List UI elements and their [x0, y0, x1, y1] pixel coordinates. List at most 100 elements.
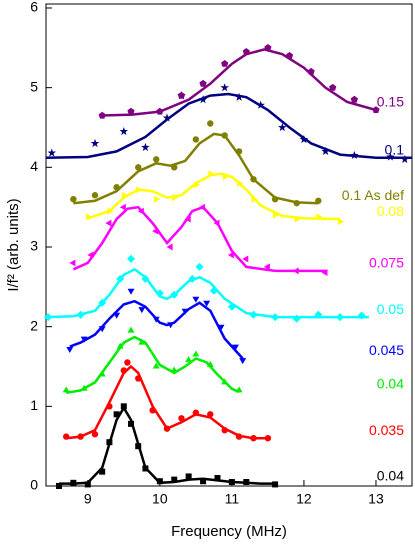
- point: [235, 386, 243, 393]
- point: [113, 184, 120, 191]
- y-axis-label: I/f² (arb. units): [5, 198, 22, 291]
- point: [250, 176, 257, 183]
- point: [242, 255, 249, 263]
- point: [135, 375, 142, 382]
- point: [199, 203, 206, 211]
- point: [372, 106, 380, 113]
- point: [91, 431, 99, 438]
- point: [149, 407, 156, 414]
- point: [136, 186, 143, 194]
- point: [62, 386, 70, 393]
- point: [127, 326, 135, 333]
- point: [137, 207, 144, 215]
- y-tick-label: 0: [30, 477, 38, 493]
- point: [163, 425, 171, 432]
- point: [84, 481, 91, 488]
- point: [232, 344, 239, 351]
- point: [221, 60, 229, 67]
- point: [155, 289, 164, 298]
- point: [386, 152, 395, 161]
- point: [162, 113, 172, 122]
- point: [98, 111, 106, 119]
- series-label: 0.15: [377, 94, 404, 110]
- point: [235, 148, 243, 155]
- point: [338, 218, 344, 225]
- fit-line: [87, 172, 341, 221]
- point: [98, 326, 106, 333]
- point: [350, 95, 358, 103]
- point: [124, 359, 131, 366]
- point: [120, 367, 128, 374]
- point: [128, 420, 135, 427]
- point: [106, 403, 113, 410]
- point: [209, 286, 218, 295]
- point: [153, 156, 160, 163]
- point: [227, 251, 234, 259]
- point: [105, 219, 112, 227]
- y-tick-label: 3: [30, 238, 38, 254]
- point: [91, 192, 99, 199]
- point: [213, 219, 220, 227]
- fit-line: [65, 335, 240, 395]
- point: [208, 170, 215, 178]
- fit-line: [44, 267, 369, 319]
- point: [321, 146, 330, 155]
- x-tick-label: 12: [296, 491, 312, 507]
- series-label: 0.05: [377, 301, 404, 317]
- point: [200, 478, 207, 485]
- point: [152, 316, 160, 323]
- point: [55, 483, 62, 489]
- point: [70, 195, 77, 203]
- point: [251, 195, 258, 203]
- point: [184, 215, 191, 223]
- y-tick-label: 1: [30, 397, 38, 413]
- point: [99, 468, 106, 475]
- point: [156, 478, 163, 485]
- point: [154, 195, 161, 203]
- point: [264, 434, 272, 442]
- point: [170, 290, 179, 299]
- point: [249, 310, 258, 319]
- x-tick-label: 13: [368, 491, 384, 507]
- point: [107, 207, 114, 215]
- fit-line: [72, 205, 326, 273]
- point: [138, 307, 146, 314]
- point: [192, 350, 200, 357]
- point: [278, 123, 287, 132]
- point: [192, 136, 200, 143]
- point: [192, 296, 200, 303]
- point: [98, 298, 107, 307]
- point: [235, 433, 243, 440]
- point: [221, 378, 229, 385]
- y-tick-label: 4: [30, 158, 38, 174]
- point: [166, 243, 173, 251]
- y-tick-label: 6: [30, 0, 38, 15]
- point: [357, 311, 366, 320]
- series-label: 0.08: [377, 203, 404, 219]
- point: [80, 384, 88, 391]
- point: [113, 411, 120, 418]
- point: [285, 52, 294, 59]
- point: [272, 481, 279, 488]
- point: [119, 127, 129, 136]
- point: [119, 203, 126, 211]
- point: [315, 197, 322, 204]
- point: [113, 312, 121, 319]
- point: [294, 215, 301, 223]
- point: [177, 91, 186, 99]
- point: [62, 433, 70, 440]
- point: [329, 83, 337, 91]
- series-label: 0.045: [369, 342, 404, 358]
- plot-frame: [45, 3, 413, 487]
- point: [198, 95, 208, 104]
- point: [227, 302, 236, 311]
- point: [171, 164, 178, 171]
- fit-line: [69, 299, 244, 360]
- point: [271, 313, 280, 322]
- point: [207, 120, 214, 127]
- point: [193, 181, 200, 189]
- point: [85, 213, 92, 221]
- x-tick-label: 11: [225, 491, 240, 507]
- point: [142, 465, 149, 472]
- point: [106, 439, 113, 446]
